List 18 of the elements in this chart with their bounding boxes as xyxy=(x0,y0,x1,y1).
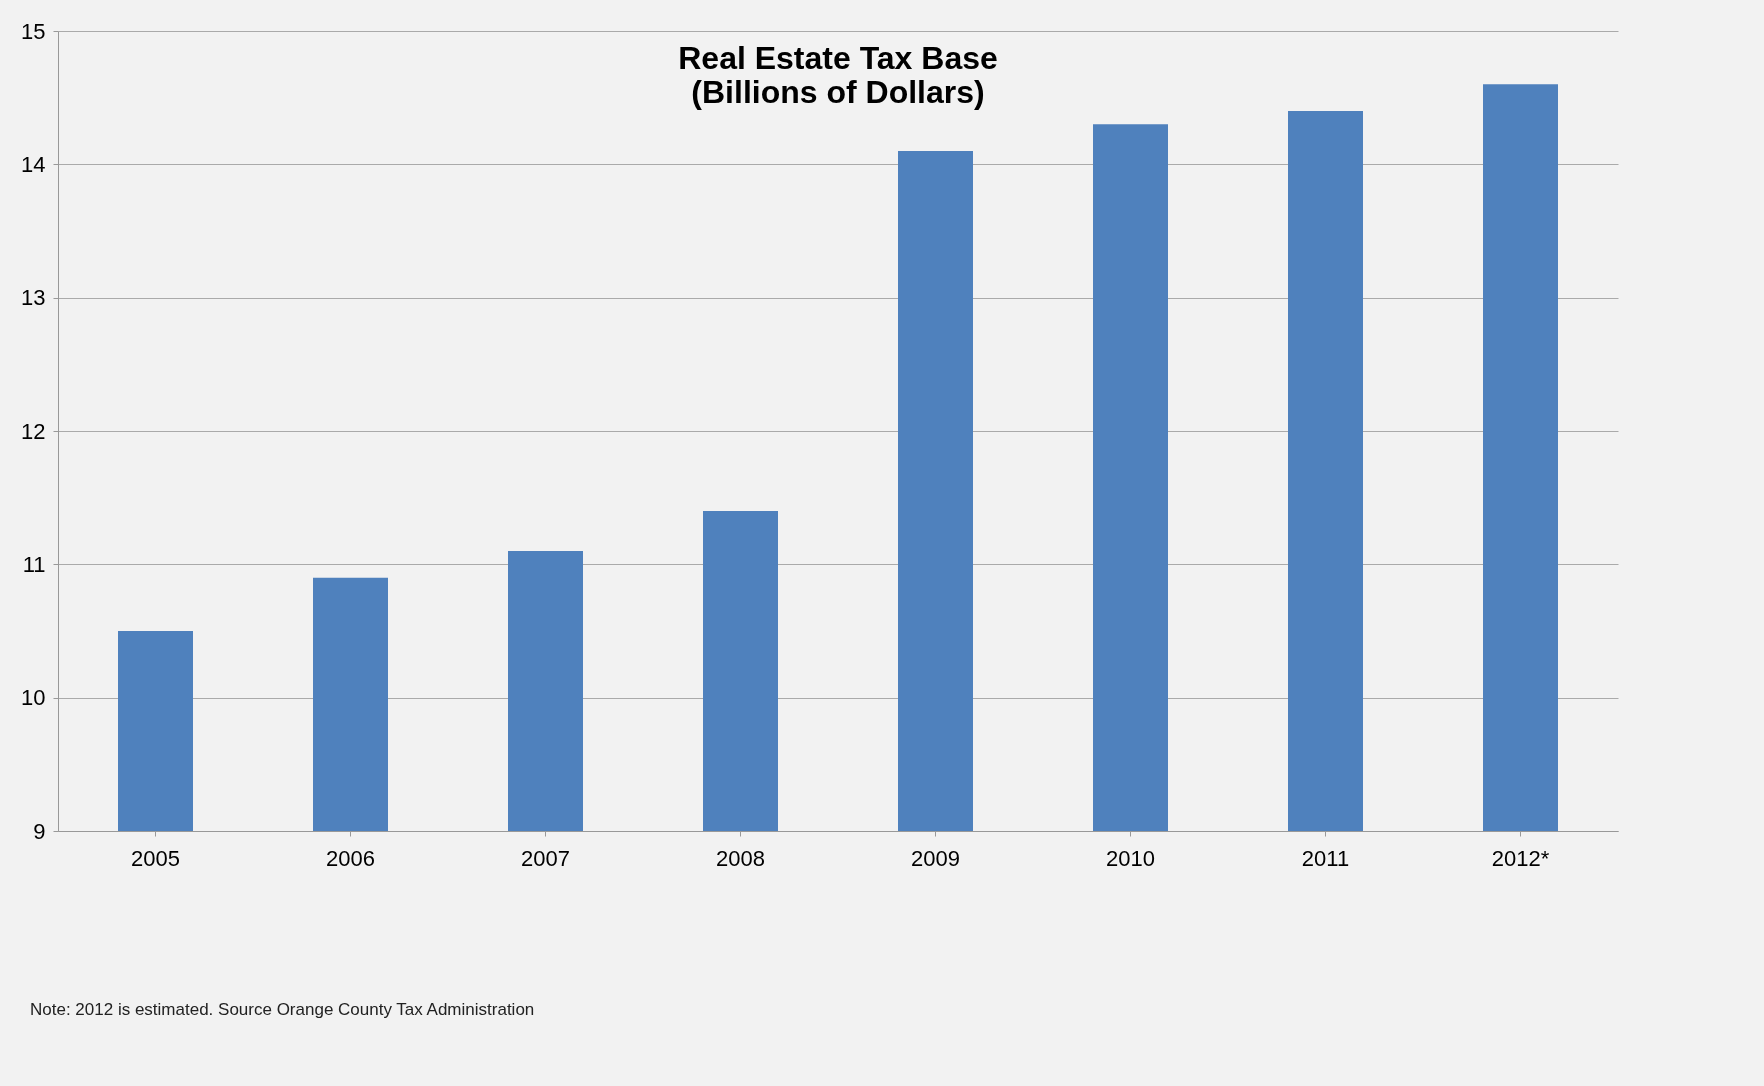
x-tick-label: 2008 xyxy=(716,845,765,871)
x-tick-label: 2009 xyxy=(911,845,960,871)
x-tick-label: 2010 xyxy=(1106,845,1155,871)
y-tick-label: 10 xyxy=(21,685,46,711)
x-tick-label: 2007 xyxy=(521,845,570,871)
y-tick-label: 13 xyxy=(21,285,46,311)
y-tick-label: 15 xyxy=(21,18,46,44)
x-tick-label: 2005 xyxy=(131,845,180,871)
text: Note: 2012 is estimated. Source Orange County Tax Administration xyxy=(30,1000,535,1020)
x-tick-label: 2006 xyxy=(326,845,375,871)
text: Real Estate Tax Base xyxy=(678,40,998,76)
x-tick-label: 2011 xyxy=(1301,845,1350,871)
y-tick-label: 14 xyxy=(21,151,46,177)
y-tick-label: 11 xyxy=(22,551,46,577)
y-tick-label: 9 xyxy=(33,818,46,844)
y-tick-label: 12 xyxy=(21,418,46,444)
text: (Billions of Dollars) xyxy=(691,74,985,110)
x-tick-label: 2012* xyxy=(1491,845,1550,871)
